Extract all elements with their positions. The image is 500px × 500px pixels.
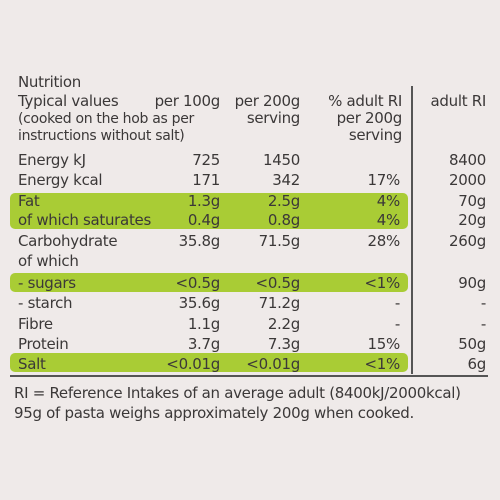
row-ri-percent: 4% [376, 211, 401, 229]
row-adult-ri: 50g [458, 335, 486, 353]
header-note-2: instructions without salt) [18, 128, 185, 144]
row-adult-ri: - [480, 315, 486, 333]
row-label: - starch [18, 294, 73, 312]
row-per-100g: 171 [192, 171, 220, 189]
header-ri-1: % adult RI [328, 92, 402, 110]
header-per-200g: per 200g [234, 92, 301, 110]
row-per-100g: 1.3g [187, 192, 220, 210]
row-ri-percent: - [394, 315, 400, 333]
row-per-100g: 725 [192, 151, 220, 169]
row-per-100g: 0.4g [187, 211, 220, 229]
column-divider [411, 86, 413, 374]
footer-pasta-note: 95g of pasta weighs approximately 200g w… [14, 404, 414, 422]
row-ri-percent: - [394, 294, 400, 312]
row-label: Salt [18, 355, 46, 373]
row-ri-percent: <1% [364, 274, 401, 292]
row-ri-percent: 17% [367, 171, 401, 189]
row-label: of which [18, 252, 79, 270]
highlight-sugars [10, 273, 408, 292]
row-label: Energy kcal [18, 171, 103, 189]
row-per-200g: 71.2g [258, 294, 301, 312]
row-per-100g: 35.6g [178, 294, 221, 312]
row-adult-ri: - [480, 294, 486, 312]
row-per-100g: <0.5g [175, 274, 221, 292]
row-label: - sugars [18, 274, 76, 292]
row-label: Protein [18, 335, 69, 353]
footer-ri-note: RI = Reference Intakes of an average adu… [14, 384, 461, 402]
row-per-200g: <0.5g [255, 274, 301, 292]
row-adult-ri: 70g [458, 192, 486, 210]
row-adult-ri: 2000 [449, 171, 486, 189]
highlight-salt [10, 353, 408, 372]
row-per-100g: 1.1g [187, 315, 220, 333]
row-adult-ri: 90g [458, 274, 486, 292]
row-ri-percent: 28% [367, 232, 401, 250]
row-adult-ri: 8400 [449, 151, 486, 169]
row-ri-percent: <1% [364, 355, 401, 373]
row-per-200g: <0.01g [246, 355, 300, 373]
row-label: Carbohydrate [18, 232, 118, 250]
row-per-100g: 3.7g [187, 335, 220, 353]
table-bottom-rule [10, 375, 488, 377]
row-ri-percent: 4% [376, 192, 401, 210]
row-adult-ri: 6g [467, 355, 487, 373]
row-per-200g: 2.5g [267, 192, 300, 210]
row-label: Fat [18, 192, 40, 210]
row-per-100g: <0.01g [166, 355, 220, 373]
row-per-200g: 7.3g [267, 335, 300, 353]
row-per-100g: 35.8g [178, 232, 221, 250]
header-ri-2: per 200g [336, 109, 403, 127]
row-ri-percent: 15% [367, 335, 401, 353]
row-label: of which saturates [18, 211, 151, 229]
row-per-200g: 0.8g [267, 211, 300, 229]
highlight-fat [10, 193, 408, 229]
header-per-100g: per 100g [154, 92, 221, 110]
row-per-200g: 71.5g [258, 232, 301, 250]
header-per-200g-serving: serving [246, 109, 300, 127]
row-per-200g: 1450 [263, 151, 300, 169]
page-title: Nutrition [18, 73, 81, 91]
header-ri-3: serving [348, 126, 402, 144]
header-adult-ri: adult RI [430, 92, 487, 110]
row-per-200g: 2.2g [267, 315, 300, 333]
row-label: Fibre [18, 315, 53, 333]
row-adult-ri: 20g [458, 211, 486, 229]
row-label: Energy kJ [18, 151, 86, 169]
header-note-1: (cooked on the hob as per [18, 111, 195, 127]
row-adult-ri: 260g [449, 232, 486, 250]
row-per-200g: 342 [272, 171, 300, 189]
header-typical-values: Typical values [18, 92, 119, 110]
